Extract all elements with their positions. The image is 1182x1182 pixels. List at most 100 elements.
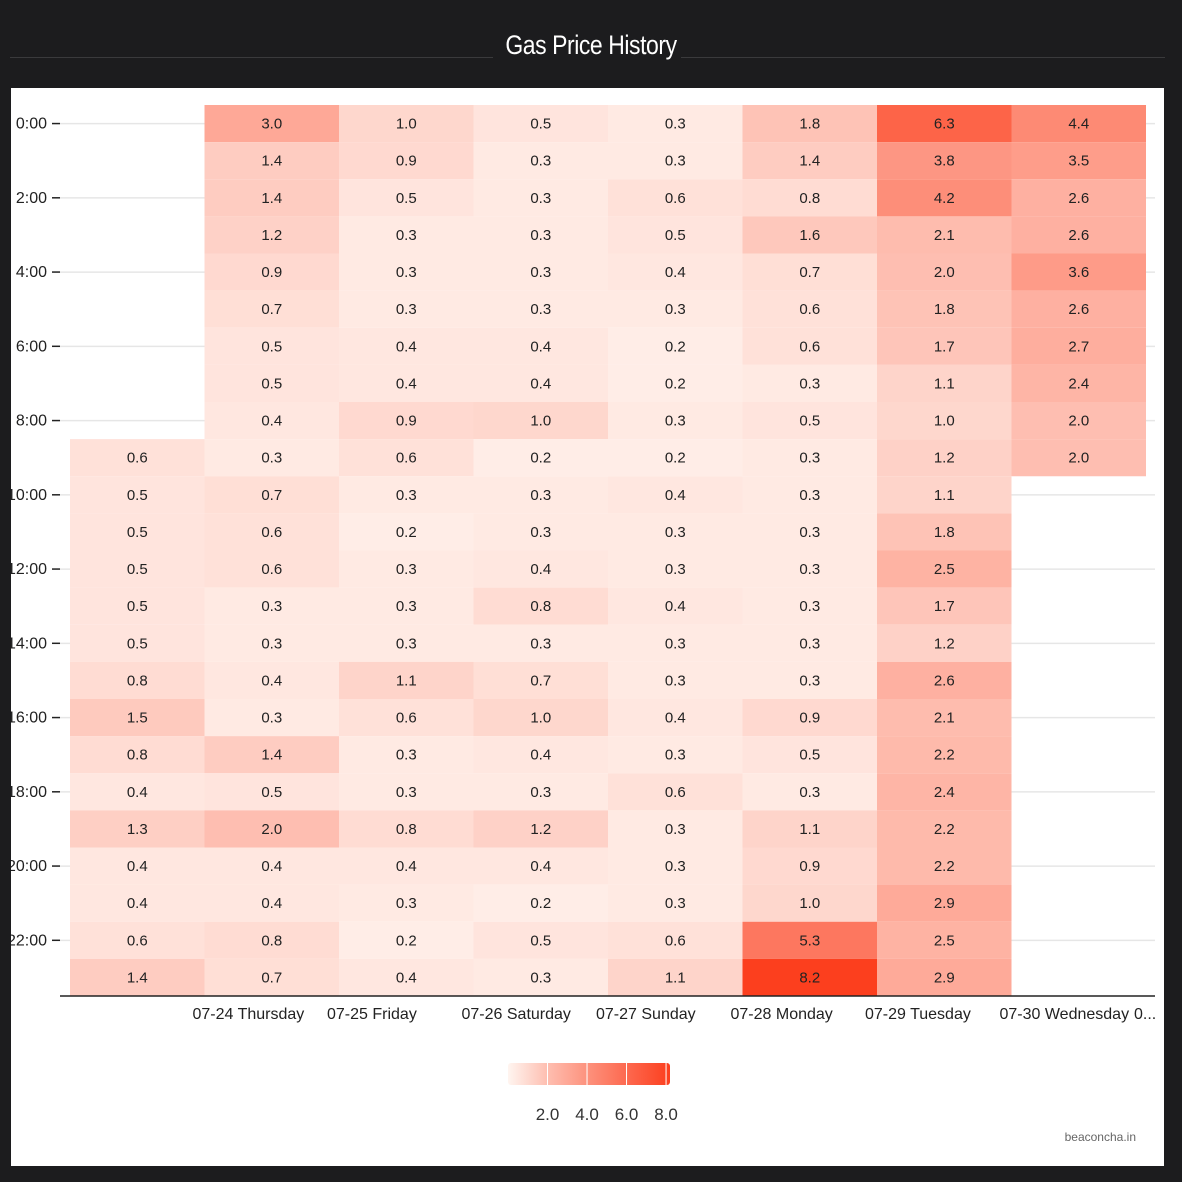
heatmap-cell <box>742 216 877 254</box>
cell-value: 0.4 <box>665 598 686 615</box>
cell-value: 0.3 <box>799 784 820 801</box>
heatmap-cell <box>608 142 743 180</box>
cell-value: 0.3 <box>261 635 282 652</box>
cell-value: 3.6 <box>1068 264 1089 281</box>
cell-value: 0.3 <box>799 487 820 504</box>
cell-value: 0.4 <box>127 895 148 912</box>
heatmap-cell <box>742 105 877 143</box>
cell-value: 0.6 <box>127 450 148 467</box>
heatmap-cell <box>608 624 743 662</box>
cell-value: 0.3 <box>665 635 686 652</box>
title-bar: Gas Price History <box>0 0 1182 88</box>
heatmap-cell <box>204 439 339 477</box>
cell-value: 1.8 <box>934 524 955 541</box>
cell-value: 0.8 <box>261 932 282 949</box>
heatmap-cell <box>608 439 743 477</box>
heatmap-cell <box>204 661 339 699</box>
heatmap-cell <box>1011 179 1146 217</box>
heatmap-cell <box>473 624 608 662</box>
heatmap-cell <box>339 439 474 477</box>
cell-value: 0.6 <box>665 784 686 801</box>
heatmap-chart: 3.0 1.0 0.5 0.3 1.8 6.3 4.4 1.4 0.9 0.3 0.3 1.4 3.8 3… <box>11 105 1156 1124</box>
cell-value: 0.3 <box>665 116 686 133</box>
cell-value: 4.4 <box>1068 116 1089 133</box>
heatmap-cell <box>742 327 877 365</box>
heatmap-cell <box>204 513 339 551</box>
cell-value: 0.5 <box>799 747 820 764</box>
heatmap-cell <box>742 402 877 440</box>
heatmap-cell <box>473 290 608 328</box>
cell-value: 0.5 <box>127 524 148 541</box>
heatmap-cell <box>877 847 1012 885</box>
heatmap-cell <box>339 624 474 662</box>
cell-value: 0.3 <box>530 264 551 281</box>
heatmap-cell <box>1011 253 1146 291</box>
heatmap-cell <box>473 661 608 699</box>
cell-value: 0.8 <box>396 821 417 838</box>
y-tick-label: 18:00 <box>11 784 47 801</box>
heatmap-cell <box>473 847 608 885</box>
cell-value: 0.5 <box>530 932 551 949</box>
cell-value: 0.3 <box>530 784 551 801</box>
heatmap-cell <box>877 476 1012 514</box>
cell-value: 0.9 <box>396 413 417 430</box>
x-tick-label: 07-27 Sunday <box>596 1006 696 1023</box>
heatmap-cell <box>339 847 474 885</box>
heatmap-cell <box>608 884 743 922</box>
heatmap-cell <box>473 921 608 959</box>
heatmap-cell <box>608 921 743 959</box>
cell-value: 1.0 <box>934 413 955 430</box>
cell-value: 2.6 <box>934 672 955 689</box>
heatmap-cell <box>742 142 877 180</box>
heatmap-cell <box>742 661 877 699</box>
heatmap-cell <box>70 847 205 885</box>
cell-value: 0.3 <box>396 561 417 578</box>
heatmap-cell <box>608 476 743 514</box>
heatmap-cell <box>742 624 877 662</box>
cell-value: 1.4 <box>261 747 282 764</box>
y-tick-label: 22:00 <box>11 932 47 949</box>
cell-value: 1.4 <box>261 190 282 207</box>
cell-value: 2.0 <box>934 264 955 281</box>
heatmap-cell <box>608 550 743 588</box>
y-tick-label: 14:00 <box>11 635 47 652</box>
heatmap-cell <box>608 327 743 365</box>
cell-value: 2.4 <box>1068 375 1089 392</box>
cell-value: 0.3 <box>396 895 417 912</box>
cell-value: 0.4 <box>396 858 417 875</box>
cell-value: 1.0 <box>799 895 820 912</box>
heatmap-cell <box>70 736 205 774</box>
cell-value: 0.3 <box>530 301 551 318</box>
heatmap-cell <box>204 216 339 254</box>
y-tick-label: 0:00 <box>16 116 47 133</box>
heatmap-cell <box>877 587 1012 625</box>
heatmap-cell <box>1011 364 1146 402</box>
cell-value: 1.2 <box>934 635 955 652</box>
heatmap-cell <box>70 624 205 662</box>
cell-value: 1.2 <box>530 821 551 838</box>
cell-value: 0.5 <box>665 227 686 244</box>
cell-value: 0.2 <box>396 932 417 949</box>
heatmap-cell <box>339 142 474 180</box>
cell-value: 0.4 <box>665 710 686 727</box>
heatmap-cell <box>742 736 877 774</box>
heatmap-cell <box>339 921 474 959</box>
cell-value: 1.2 <box>261 227 282 244</box>
heatmap-cell <box>877 364 1012 402</box>
cell-value: 0.5 <box>261 338 282 355</box>
heatmap-cell <box>70 921 205 959</box>
cell-value: 0.3 <box>530 635 551 652</box>
y-tick-label: 6:00 <box>16 338 47 355</box>
cell-value: 0.3 <box>665 895 686 912</box>
heatmap-cell <box>473 958 608 996</box>
heatmap-cell <box>877 699 1012 737</box>
heatmap-cell <box>742 958 877 996</box>
heatmap-cell <box>877 327 1012 365</box>
cell-value: 0.6 <box>261 524 282 541</box>
heatmap-cell <box>1011 290 1146 328</box>
heatmap-cell <box>877 513 1012 551</box>
cell-value: 1.4 <box>799 153 820 170</box>
heatmap-cell <box>877 773 1012 811</box>
heatmap-cell <box>70 550 205 588</box>
heatmap-cell <box>70 439 205 477</box>
